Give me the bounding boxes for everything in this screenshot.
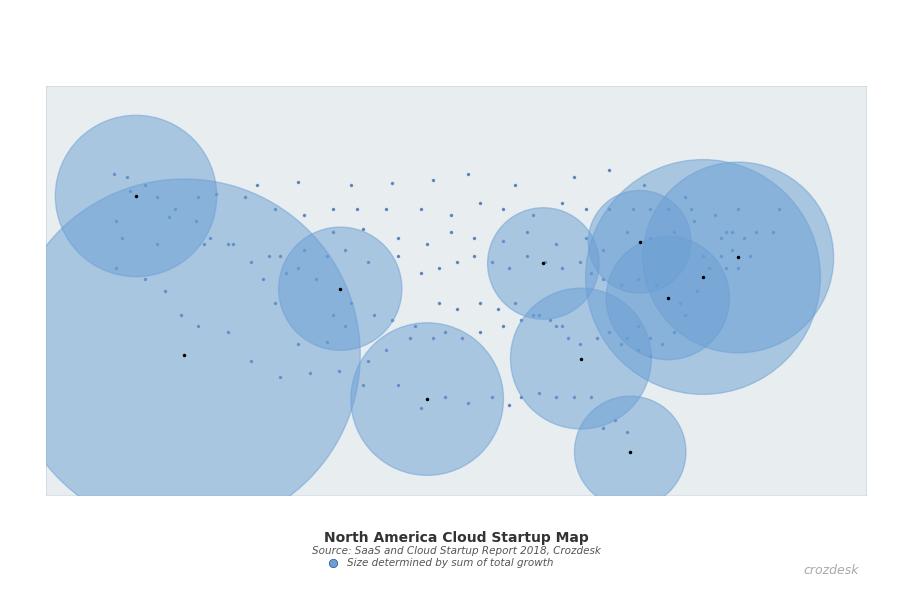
Text: crozdesk: crozdesk bbox=[803, 564, 859, 577]
Circle shape bbox=[574, 396, 686, 508]
Circle shape bbox=[351, 323, 503, 475]
Circle shape bbox=[588, 191, 691, 293]
Circle shape bbox=[278, 227, 402, 350]
Circle shape bbox=[585, 160, 821, 394]
Circle shape bbox=[488, 208, 599, 319]
Circle shape bbox=[606, 236, 729, 360]
Circle shape bbox=[643, 162, 834, 353]
Text: North America Cloud Startup Map: North America Cloud Startup Map bbox=[324, 530, 589, 545]
FancyBboxPatch shape bbox=[46, 86, 867, 497]
Circle shape bbox=[8, 179, 361, 531]
Text: Size determined by sum of total growth: Size determined by sum of total growth bbox=[347, 558, 553, 568]
Text: Source: SaaS and Cloud Startup Report 2018, Crozdesk: Source: SaaS and Cloud Startup Report 20… bbox=[312, 546, 601, 556]
Circle shape bbox=[56, 115, 216, 277]
Circle shape bbox=[510, 288, 651, 429]
